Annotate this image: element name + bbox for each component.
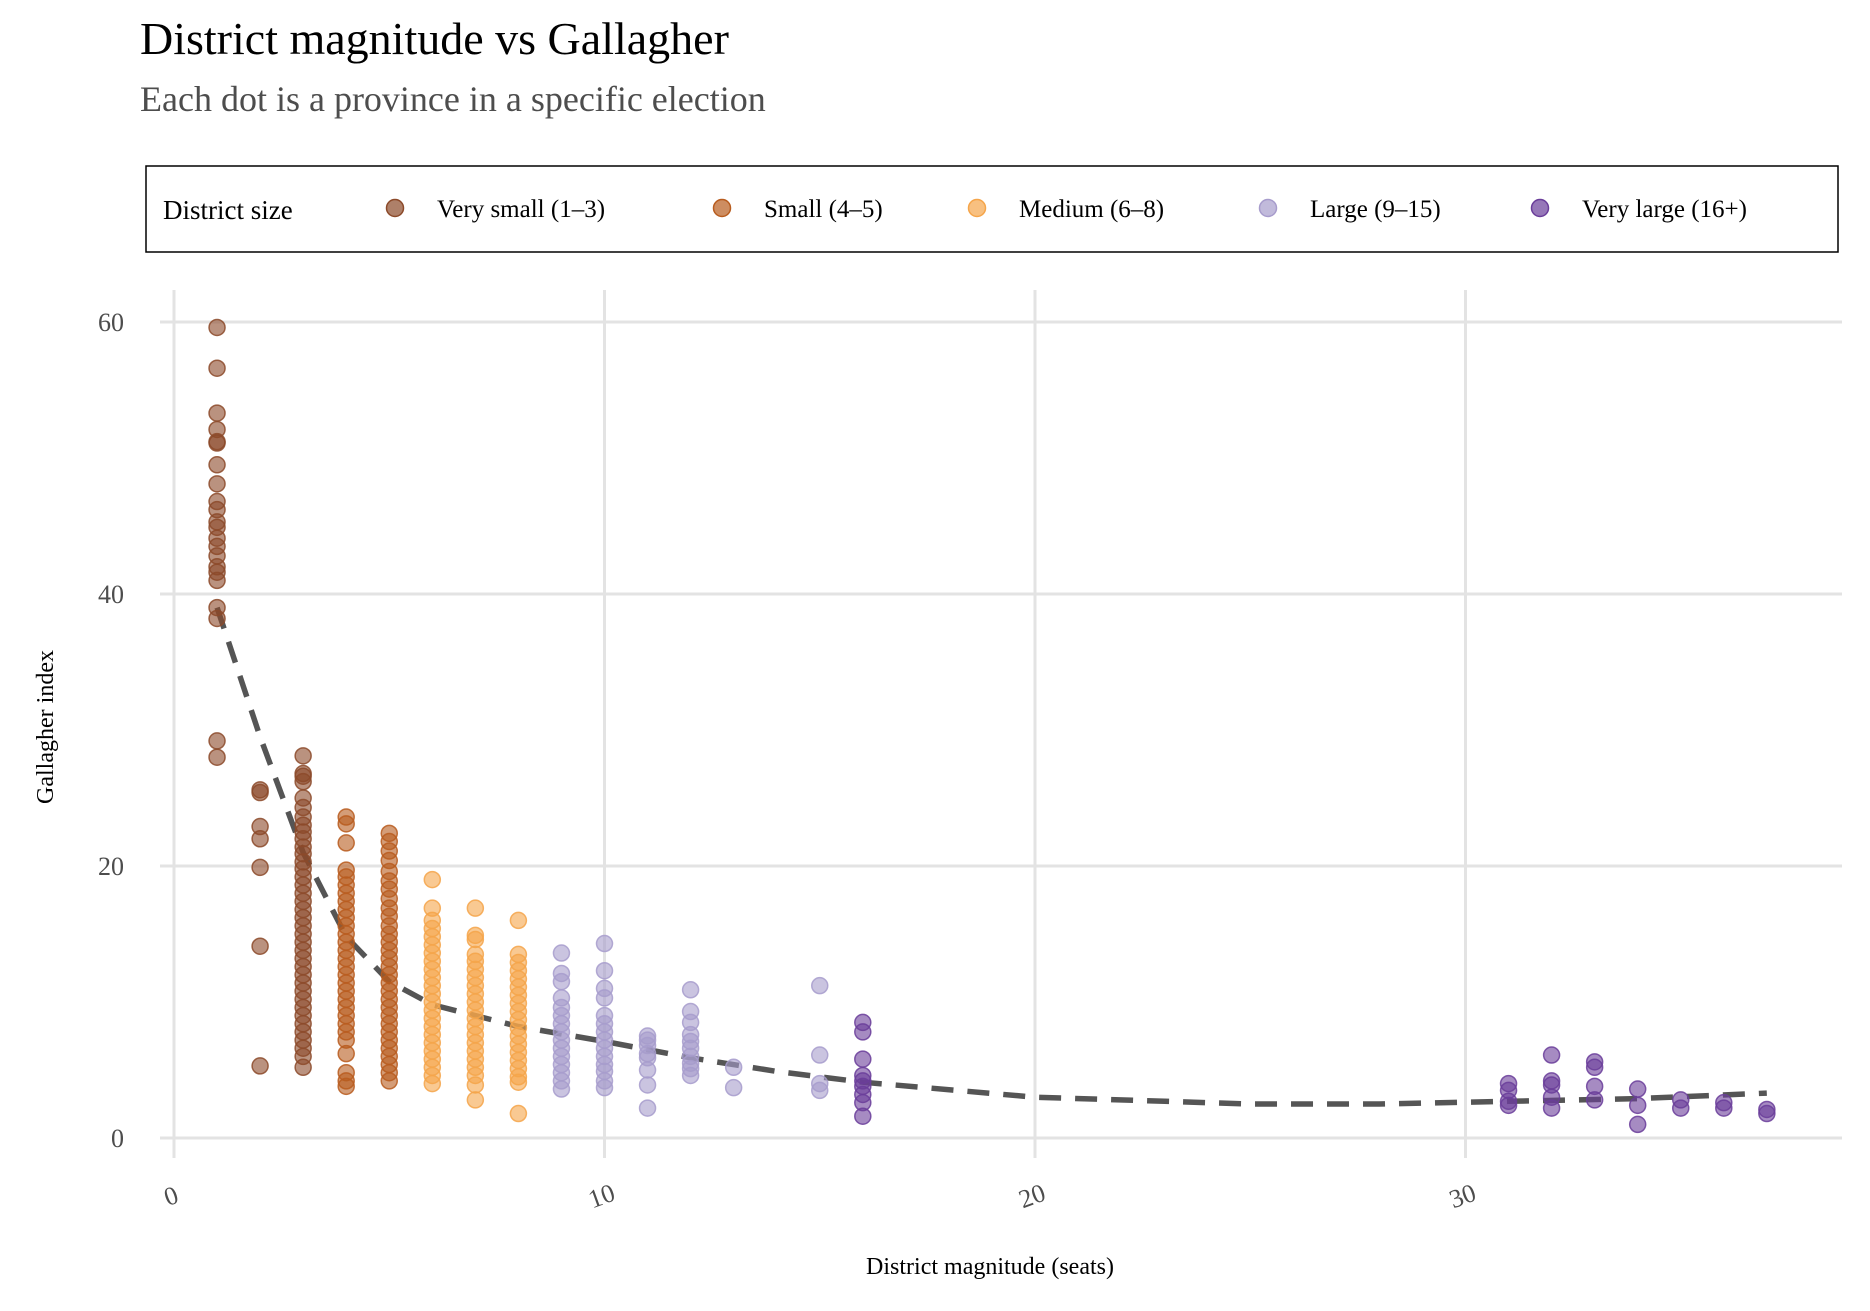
- point-s1-2: [208, 359, 226, 377]
- point-s5-14: [1542, 1046, 1561, 1064]
- point-s5-25: [1628, 1115, 1647, 1134]
- point-s1-22: [208, 748, 226, 766]
- trend-layer: [214, 606, 1767, 1107]
- point-s5-20: [1585, 1058, 1604, 1077]
- y-axis-label: Gallagher index: [33, 650, 59, 804]
- point-s1-67: [294, 1058, 312, 1077]
- point-s5-13: [1499, 1096, 1518, 1115]
- legend-label-4: Large (9–15): [1310, 196, 1441, 223]
- legend-label-1: Very small (1–3): [437, 196, 605, 223]
- point-s3-26: [466, 930, 485, 949]
- point-s4-47: [681, 1066, 700, 1085]
- chart-subtitle: Each dot is a province in a specific ele…: [140, 79, 766, 119]
- point-s1-7: [208, 456, 226, 474]
- point-s1-8: [208, 475, 226, 493]
- point-s4-51: [811, 1046, 829, 1064]
- point-s1-3: [208, 404, 226, 422]
- y-tick-label-0: 0: [111, 1124, 124, 1153]
- point-s4-50: [811, 976, 829, 995]
- point-s5-3: [854, 1050, 872, 1068]
- point-s3-62: [509, 1073, 528, 1091]
- point-s5-18: [1542, 1099, 1561, 1117]
- x-tick-label-20: 20: [1015, 1178, 1049, 1214]
- gridlines: [160, 290, 1842, 1158]
- point-s4-36: [638, 1076, 657, 1094]
- point-s4-15: [552, 1080, 571, 1098]
- point-s5-23: [1628, 1080, 1647, 1098]
- y-tick-label-20: 20: [98, 852, 124, 881]
- x-axis-label: District magnitude (seats): [866, 1254, 1114, 1280]
- point-s4-38: [681, 981, 700, 999]
- point-s4-37: [638, 1099, 657, 1117]
- point-s3-23: [423, 1074, 442, 1093]
- chart-title: District magnitude vs Gallagher: [140, 13, 729, 64]
- point-s3-45: [509, 911, 528, 930]
- legend-title: District size: [163, 195, 293, 225]
- legend-key-4: [1258, 198, 1278, 218]
- point-s1-20: [208, 609, 226, 628]
- point-s1-29: [251, 1057, 269, 1075]
- point-s4-17: [595, 961, 614, 980]
- point-s5-2: [854, 1023, 872, 1041]
- point-s5-22: [1585, 1091, 1604, 1109]
- point-s5-31: [1758, 1104, 1776, 1123]
- point-s1-1: [208, 318, 226, 337]
- point-s5-9: [854, 1107, 872, 1125]
- point-s4-19: [595, 989, 614, 1007]
- y-tick-label-40: 40: [98, 580, 124, 609]
- point-s1-26: [251, 830, 269, 848]
- point-s2-29: [337, 1077, 355, 1096]
- legend-label-3: Medium (6–8): [1019, 196, 1164, 223]
- point-s3-1: [423, 870, 442, 889]
- point-s3-43: [466, 1076, 485, 1094]
- point-s2-26: [337, 1044, 355, 1063]
- legend-box: [145, 165, 1839, 253]
- legend-key-5: [1530, 198, 1550, 218]
- point-s4-48: [724, 1058, 743, 1077]
- point-s1-6: [208, 434, 226, 452]
- x-tick-label-10: 10: [584, 1178, 618, 1214]
- point-s1-27: [251, 858, 269, 877]
- legend-key-1: [385, 198, 405, 218]
- x-tick-label-0: 0: [160, 1180, 182, 1212]
- legend-key-2: [712, 198, 732, 218]
- trend-line: [214, 606, 1767, 1107]
- points-layer: [208, 318, 1776, 1134]
- point-s5-29: [1715, 1099, 1733, 1117]
- point-s4-16: [595, 934, 614, 953]
- point-s5-27: [1672, 1099, 1690, 1117]
- legend-label-5: Very large (16+): [1582, 196, 1747, 223]
- point-s4-35: [638, 1061, 657, 1079]
- point-s4-49: [724, 1078, 743, 1097]
- point-s1-18: [208, 571, 226, 590]
- x-tick-label-30: 30: [1445, 1178, 1479, 1214]
- point-s1-21: [208, 732, 226, 750]
- point-s4-3: [552, 972, 571, 991]
- point-s4-53: [811, 1081, 829, 1100]
- point-s3-24: [466, 899, 485, 917]
- point-s4-29: [595, 1078, 614, 1097]
- point-s2-3: [337, 834, 355, 852]
- point-s1-33: [294, 772, 312, 791]
- point-s2-2: [337, 815, 355, 833]
- point-s1-28: [251, 937, 269, 955]
- point-s1-30: [294, 747, 312, 765]
- point-s3-44: [466, 1091, 485, 1109]
- legend: District size Very small (1–3) Small (4–5…: [145, 165, 1839, 253]
- point-s1-24: [251, 783, 269, 802]
- point-s3-63: [509, 1104, 528, 1123]
- point-s2-59: [380, 1072, 398, 1090]
- legend-label-2: Small (4–5): [764, 196, 883, 223]
- legend-key-3: [967, 198, 987, 218]
- point-s4-1: [552, 944, 571, 962]
- y-tick-label-60: 60: [98, 308, 124, 337]
- point-s5-24: [1628, 1096, 1647, 1115]
